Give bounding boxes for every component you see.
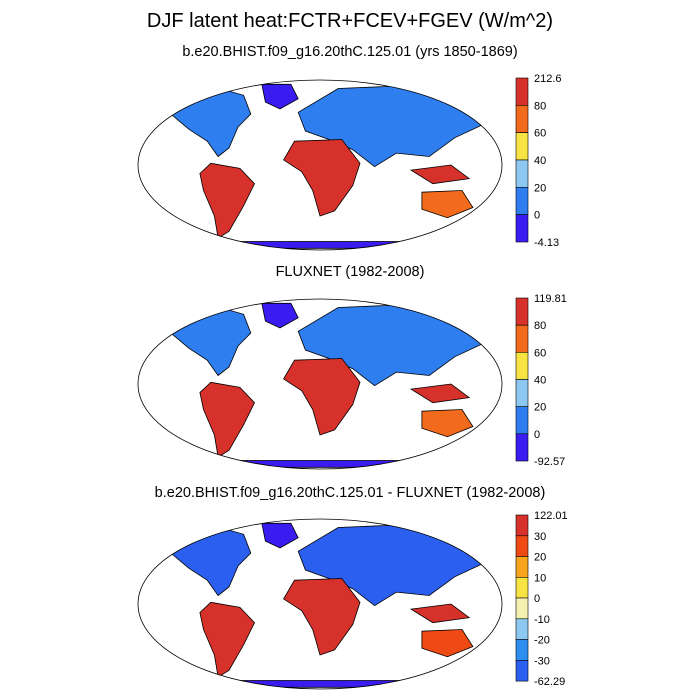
colorbar-box	[515, 324, 529, 353]
colorbar-tick-label: 212.6	[534, 73, 562, 85]
colorbar-box	[515, 659, 529, 682]
panel-3-title: b.e20.BHIST.f09_g16.20thC.125.01 - FLUXN…	[154, 485, 546, 501]
land-greenland	[261, 522, 299, 549]
map-panel-2	[137, 298, 503, 470]
land-australia	[421, 629, 474, 658]
map-border	[137, 298, 503, 470]
colorbar-box	[515, 406, 529, 435]
colorbar-box	[515, 556, 529, 578]
colorbar-tick-label: 20	[534, 182, 546, 194]
colorbar-tick-label: 0	[534, 429, 540, 441]
colorbar-box	[515, 576, 529, 599]
colorbar-tick-label: 40	[534, 375, 546, 387]
colorbar-tick-label: 60	[534, 128, 546, 140]
colorbar-box	[515, 535, 529, 557]
land-maritime	[409, 164, 471, 185]
panel-2-title: FLUXNET (1982-2008)	[275, 264, 425, 280]
land-maritime	[409, 603, 471, 624]
colorbar-box	[515, 159, 529, 188]
colorbar-box	[515, 214, 529, 243]
colorbar-1: 212.6 80 60 40 20 0 -4.13	[515, 73, 562, 249]
colorbar-box	[515, 379, 529, 408]
colorbar-box	[515, 77, 529, 106]
map-border	[137, 79, 503, 251]
colorbar-tick-label: -20	[534, 635, 550, 647]
colorbar-box	[515, 187, 529, 215]
colorbar-tick-label: -4.13	[534, 237, 559, 249]
colorbar-box	[515, 433, 529, 462]
colorbar-box	[515, 618, 529, 640]
land-southAmerica	[199, 601, 255, 678]
colorbar-2: 119.81 80 60 40 20 0 -92.57	[515, 293, 567, 468]
land-maritime	[409, 383, 471, 404]
colorbar-box	[515, 297, 529, 326]
colorbar-tick-label: 20	[534, 402, 546, 414]
colorbar-tick-label: 10	[534, 572, 546, 584]
figure-title: DJF latent heat:FCTR+FCEV+FGEV (W/m^2)	[146, 10, 554, 32]
land-africa	[283, 578, 361, 656]
land-australia	[421, 190, 474, 219]
land-africa	[283, 358, 361, 436]
colorbar-box	[515, 132, 529, 161]
colorbar-box	[515, 105, 529, 133]
colorbar-tick-label: 0	[534, 593, 540, 605]
colorbar-box	[515, 639, 529, 661]
colorbar-tick-label: 60	[534, 347, 546, 359]
panel-1-title: b.e20.BHIST.f09_g16.20thC.125.01 (yrs 18…	[182, 44, 518, 60]
colorbar-tick-label: -62.29	[534, 676, 565, 688]
colorbar-tick-label: 122.01	[534, 510, 568, 522]
land-southAmerica	[199, 381, 255, 458]
map-border	[137, 518, 503, 690]
colorbar-tick-label: -30	[534, 655, 550, 667]
colorbar-tick-label: 0	[534, 210, 540, 222]
colorbar-tick-label: 119.81	[534, 293, 567, 305]
colorbar-tick-label: 40	[534, 155, 546, 167]
land-africa	[283, 139, 361, 217]
land-greenland	[261, 83, 299, 110]
map-panel-3	[137, 518, 503, 690]
colorbar-tick-label: 80	[534, 100, 546, 112]
colorbar-box	[515, 597, 529, 620]
colorbar-box	[515, 351, 529, 380]
colorbar-3: 122.01 30 20 10 0 -10 -20 -30 -62.29	[515, 510, 568, 688]
colorbar-box	[515, 514, 529, 537]
colorbar-tick-label: -92.57	[534, 456, 565, 468]
map-panel-1	[137, 79, 503, 251]
land-greenland	[261, 302, 299, 329]
colorbar-tick-label: 20	[534, 552, 546, 564]
land-australia	[421, 409, 474, 438]
colorbar-tick-label: -10	[534, 614, 550, 626]
colorbar-tick-label: 80	[534, 320, 546, 332]
land-southAmerica	[199, 162, 255, 239]
colorbar-tick-label: 30	[534, 531, 546, 543]
